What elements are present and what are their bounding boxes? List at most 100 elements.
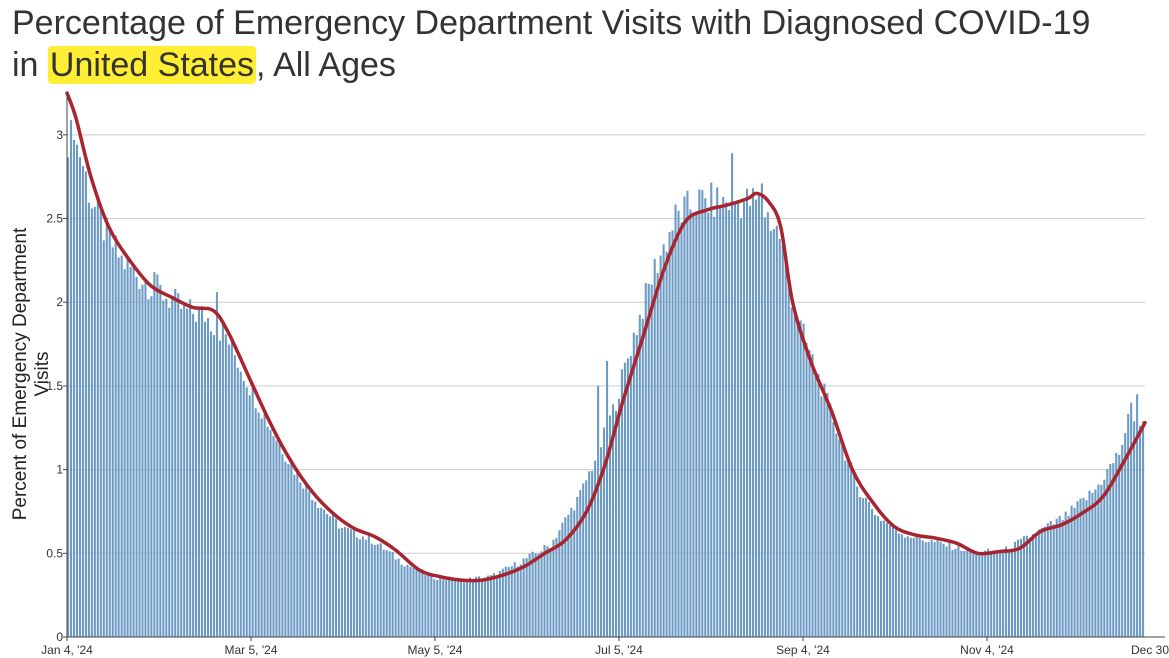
- daily-bar: [600, 447, 603, 637]
- daily-bar: [930, 539, 933, 637]
- daily-bar: [355, 537, 358, 637]
- daily-bar: [614, 410, 618, 637]
- daily-bar: [293, 474, 296, 637]
- daily-bar: [439, 576, 442, 637]
- daily-bar: [537, 553, 540, 637]
- daily-bar: [591, 470, 594, 637]
- daily-bar: [1019, 538, 1023, 637]
- daily-bar: [305, 483, 308, 637]
- y-tick: 1: [56, 463, 67, 477]
- y-tick-label: 1.5: [46, 379, 63, 393]
- daily-bar: [525, 558, 528, 637]
- daily-bar: [936, 539, 939, 637]
- x-tick-label: May 5, '24: [408, 643, 463, 657]
- daily-bar: [552, 539, 555, 637]
- daily-bar: [367, 534, 370, 637]
- x-tick: Mar 5, '24: [225, 637, 278, 657]
- daily-bar: [1049, 520, 1052, 637]
- bars: [67, 120, 1145, 638]
- daily-bar: [963, 550, 966, 637]
- x-tick: Jan 4, '24: [41, 637, 93, 657]
- daily-bar: [242, 381, 245, 637]
- daily-bar: [501, 568, 504, 637]
- daily-bar: [135, 276, 138, 637]
- daily-bar: [951, 550, 954, 637]
- daily-bar: [1040, 527, 1043, 637]
- daily-bar: [1052, 524, 1055, 637]
- daily-bar: [859, 497, 862, 637]
- daily-bar: [332, 514, 335, 637]
- daily-bar: [1112, 463, 1115, 637]
- daily-bar: [668, 232, 671, 637]
- daily-bar: [623, 362, 626, 637]
- daily-bar: [510, 566, 513, 637]
- x-tick-label: Nov 4, '24: [960, 643, 1014, 657]
- daily-bar: [495, 576, 498, 637]
- daily-bar: [463, 582, 466, 637]
- daily-bar: [769, 230, 772, 638]
- daily-bar: [1103, 479, 1106, 637]
- daily-bar: [433, 579, 436, 637]
- x-tick-label: Dec 30, '24: [1131, 643, 1169, 657]
- daily-bar: [879, 520, 883, 637]
- daily-bar: [180, 309, 183, 637]
- daily-bar: [829, 403, 832, 637]
- daily-bar: [477, 576, 481, 637]
- y-tick: 2.5: [46, 212, 67, 226]
- daily-bar: [507, 567, 510, 637]
- daily-bar: [290, 462, 293, 637]
- daily-bar: [67, 157, 70, 637]
- daily-bar: [457, 578, 460, 637]
- daily-bar: [81, 166, 84, 637]
- y-tick-label: 2: [56, 295, 63, 309]
- daily-bar: [659, 255, 662, 637]
- daily-bar: [132, 266, 135, 637]
- daily-bar: [129, 266, 132, 637]
- daily-bar: [272, 436, 275, 637]
- daily-bar: [871, 509, 874, 637]
- daily-bar: [838, 439, 841, 637]
- daily-bar: [531, 551, 534, 637]
- daily-bar: [1094, 489, 1097, 637]
- daily-bar: [734, 202, 737, 638]
- daily-bar: [760, 183, 763, 637]
- daily-bar: [862, 498, 865, 637]
- daily-bar: [352, 528, 355, 637]
- daily-bar: [766, 212, 769, 637]
- daily-bar: [754, 199, 757, 638]
- x-tick-label: Mar 5, '24: [225, 643, 278, 657]
- daily-bar: [340, 527, 344, 637]
- daily-bar: [856, 486, 859, 637]
- daily-bar: [647, 283, 650, 637]
- daily-bar: [233, 355, 236, 637]
- daily-bar: [162, 300, 165, 637]
- daily-bar: [317, 507, 320, 637]
- daily-bar: [424, 575, 427, 637]
- daily-bar: [486, 575, 489, 637]
- daily-bar: [817, 374, 820, 637]
- daily-bar: [1106, 469, 1109, 637]
- daily-bar: [269, 429, 272, 637]
- daily-bar: [597, 385, 600, 637]
- daily-bar: [445, 579, 448, 637]
- daily-bar: [802, 323, 805, 637]
- daily-bar: [117, 257, 120, 637]
- daily-bar: [165, 298, 168, 637]
- daily-bar: [335, 518, 338, 637]
- daily-bar: [320, 507, 323, 637]
- daily-bar: [108, 229, 111, 637]
- daily-bar: [248, 395, 251, 637]
- daily-bar: [281, 454, 284, 637]
- daily-bar: [296, 470, 299, 637]
- daily-bar: [254, 408, 257, 637]
- daily-bar: [984, 550, 987, 637]
- daily-bar: [138, 288, 141, 637]
- daily-bar: [850, 462, 853, 637]
- daily-bar: [662, 244, 665, 637]
- title-suffix: , All Ages: [256, 46, 396, 84]
- daily-bar: [364, 539, 367, 637]
- daily-bar: [156, 274, 159, 637]
- y-tick: 1.5: [46, 379, 67, 393]
- daily-bar: [900, 534, 903, 637]
- title-line-2: in United States, All Ages: [12, 44, 1169, 86]
